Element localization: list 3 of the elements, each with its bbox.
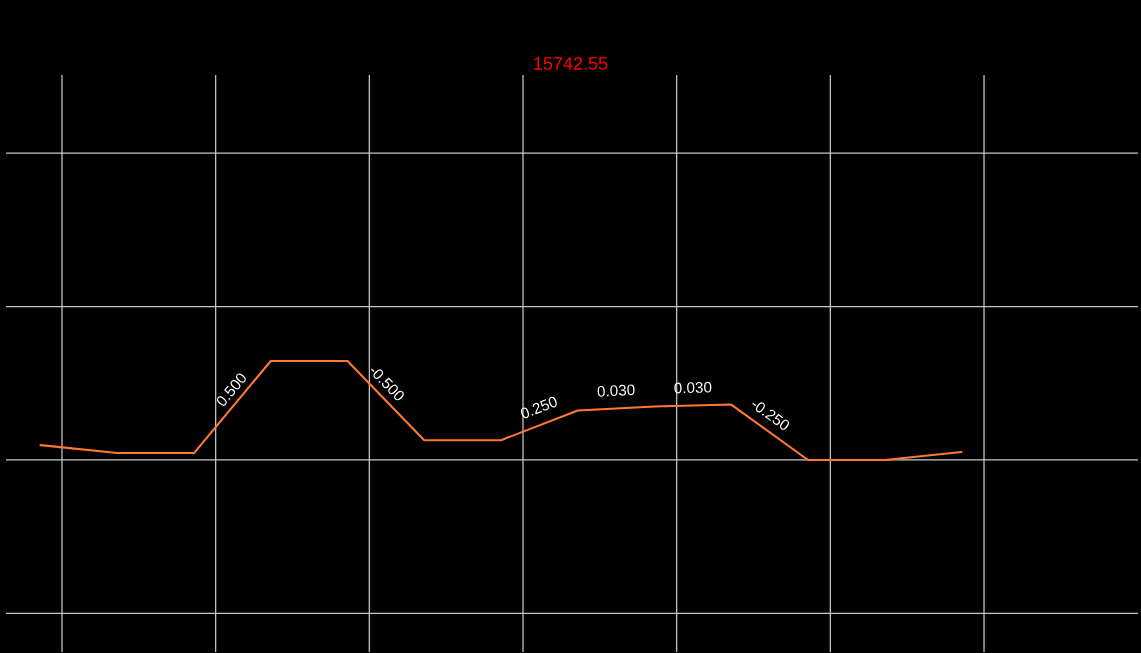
- chart-title: 15742.55: [534, 57, 608, 70]
- annotation: 0.030: [597, 384, 635, 397]
- annotation: 0.250: [519, 395, 559, 420]
